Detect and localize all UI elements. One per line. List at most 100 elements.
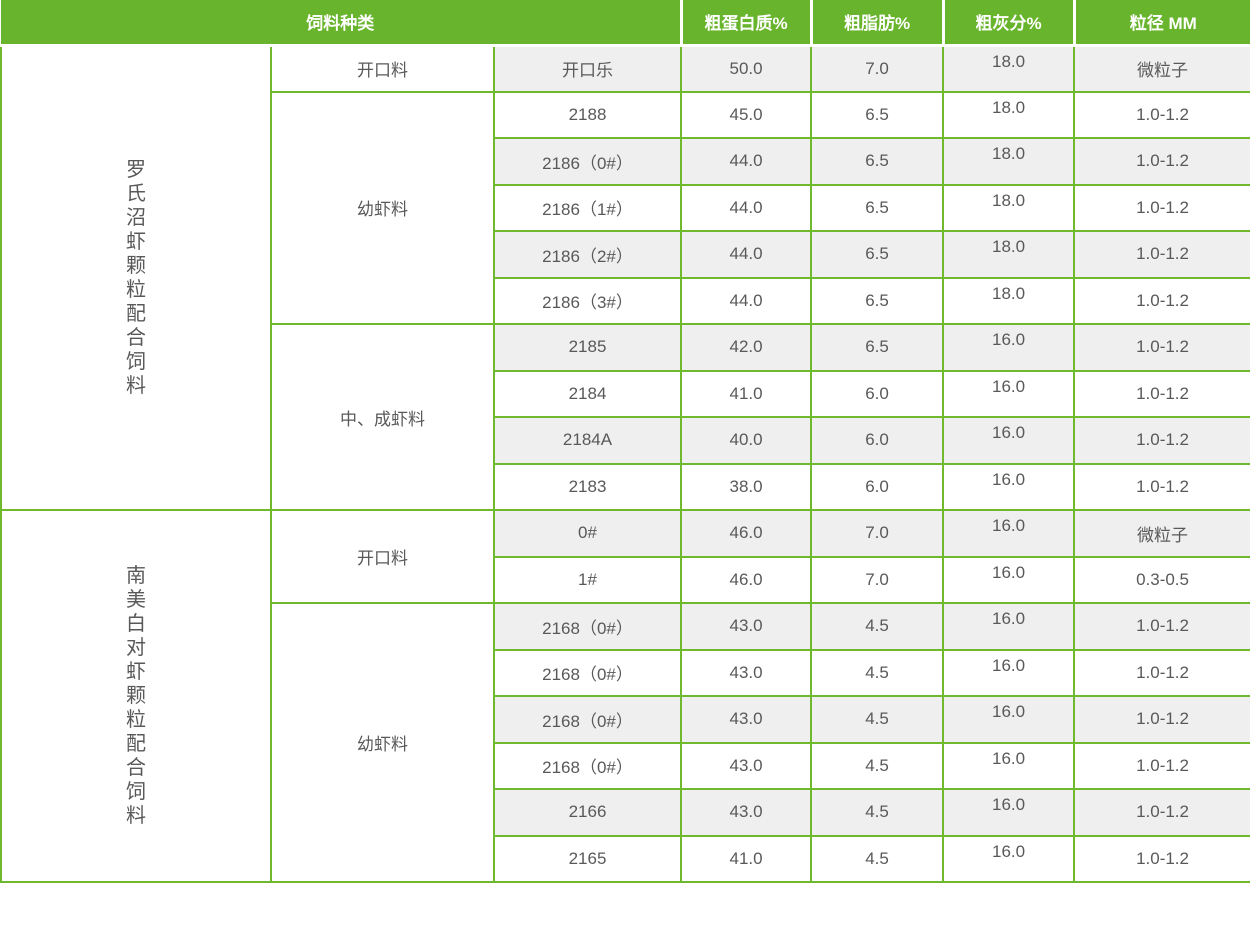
subgroup-label-cell: 开口料 (270, 44, 495, 93)
fat-cell: 6.0 (810, 369, 945, 418)
cell-value: 1.0-1.2 (1136, 662, 1189, 682)
subgroup-label-cell: 中、成虾料 (270, 323, 495, 511)
cell-value: 44.0 (729, 244, 763, 264)
cell-value: 2186（3#） (542, 293, 633, 313)
cell-value: 1.0-1.2 (1136, 383, 1189, 403)
particle-size-cell: 1.0-1.2 (1073, 741, 1250, 790)
cell-value: 6.5 (865, 244, 889, 264)
ash-cell: 16.0 (942, 602, 1076, 651)
cell-value: 40.0 (729, 430, 763, 450)
cell-value: 18.0 (991, 237, 1026, 257)
protein-cell: 43.0 (680, 788, 813, 837)
cell-value: 2186（1#） (542, 200, 633, 220)
fat-cell: 4.5 (810, 741, 945, 790)
cell-value: 0# (578, 523, 597, 543)
cell-value: 18.0 (991, 51, 1026, 71)
cell-value: 开口乐 (562, 61, 614, 80)
cell-value: 微粒子 (1137, 525, 1189, 545)
cell-value: 1.0-1.2 (1136, 802, 1189, 822)
product-cell: 2165 (492, 834, 683, 883)
table-row: 2186（1#） 44.0 6.5 18.0 1.0-1.2 (1, 183, 1250, 232)
protein-cell: 43.0 (680, 695, 813, 744)
cell-value: 1.0-1.2 (1136, 848, 1189, 868)
cell-value: 43.0 (729, 802, 763, 822)
particle-size-cell: 1.0-1.2 (1073, 90, 1250, 139)
ash-cell: 16.0 (942, 555, 1076, 604)
product-cell: 2186（2#） (492, 230, 683, 279)
fat-cell: 4.5 (810, 788, 945, 837)
product-cell: 2168（0#） (492, 695, 683, 744)
cell-value: 44.0 (729, 197, 763, 217)
table-row: 幼虾料 2188 45.0 6.5 18.0 1.0-1.2 (1, 90, 1250, 325)
cell-value: 2168（0#） (542, 711, 633, 731)
cell-value: 16.0 (991, 376, 1026, 396)
fat-cell: 7.0 (810, 509, 945, 558)
table-row: 2166 43.0 4.5 16.0 1.0-1.2 (1, 788, 1250, 837)
protein-cell: 43.0 (680, 648, 813, 697)
cell-value: 6.5 (865, 290, 889, 310)
subgroup-label-cell: 幼虾料 (270, 90, 495, 325)
cell-value: 6.5 (865, 104, 889, 124)
ash-cell: 16.0 (942, 834, 1076, 883)
ash-cell: 16.0 (942, 788, 1076, 837)
particle-size-cell: 1.0-1.2 (1073, 834, 1250, 883)
particle-size-cell: 1.0-1.2 (1073, 416, 1250, 465)
cell-value: 38.0 (729, 476, 763, 496)
cell-value: 16.0 (991, 841, 1026, 861)
cell-value: 0.3-0.5 (1136, 569, 1189, 589)
fat-cell: 6.5 (810, 183, 945, 232)
table-row: 2186（0#） 44.0 6.5 18.0 1.0-1.2 (1, 137, 1250, 186)
particle-size-cell: 1.0-1.2 (1073, 788, 1250, 837)
protein-cell: 50.0 (680, 44, 813, 93)
group-label-vertical: 南美白对虾颗粒配合饲料 (126, 565, 146, 827)
fat-cell: 6.0 (810, 416, 945, 465)
table-row: 1# 46.0 7.0 16.0 0.3-0.5 (1, 555, 1250, 604)
fat-cell: 4.5 (810, 602, 945, 651)
product-cell: 2184A (492, 416, 683, 465)
cell-value: 1.0-1.2 (1136, 430, 1189, 450)
product-cell: 2183 (492, 462, 683, 511)
cell-value: 43.0 (729, 616, 763, 636)
cell-value: 18.0 (991, 283, 1026, 303)
table-row: 南美白对虾颗粒配合饲料 开口料 0# 46.0 7.0 16.0 微粒子 (0, 509, 1250, 883)
product-cell: 2186（1#） (492, 183, 683, 232)
product-cell: 2186（3#） (492, 276, 683, 325)
cell-value: 44.0 (729, 290, 763, 310)
cell-value: 18.0 (991, 144, 1026, 164)
fat-cell: 7.0 (810, 555, 945, 604)
cell-value: 16.0 (991, 655, 1026, 675)
table-row: 幼虾料 2168（0#） 43.0 4.5 16.0 1.0-1.2 (1, 602, 1250, 883)
protein-cell: 42.0 (680, 323, 813, 372)
fat-cell: 4.5 (810, 648, 945, 697)
protein-cell: 43.0 (680, 741, 813, 790)
protein-cell: 44.0 (680, 137, 813, 186)
table-row: 2168（0#） 43.0 4.5 16.0 1.0-1.2 (1, 648, 1250, 697)
cell-value: 43.0 (729, 755, 763, 775)
fat-cell: 6.5 (810, 230, 945, 279)
fat-cell: 4.5 (810, 834, 945, 883)
protein-cell: 44.0 (680, 183, 813, 232)
ash-cell: 18.0 (942, 90, 1076, 139)
cell-value: 6.0 (865, 383, 889, 403)
cell-value: 2166 (568, 802, 607, 822)
protein-cell: 44.0 (680, 230, 813, 279)
product-cell: 2184 (492, 369, 683, 418)
cell-value: 46.0 (729, 569, 763, 589)
ash-cell: 16.0 (942, 509, 1076, 558)
cell-value: 4.5 (865, 662, 889, 682)
cell-value: 16.0 (991, 330, 1026, 350)
product-cell: 1# (492, 555, 683, 604)
cell-value: 2183 (568, 476, 607, 496)
cell-value: 1.0-1.2 (1136, 476, 1189, 496)
particle-size-cell: 0.3-0.5 (1073, 555, 1250, 604)
cell-value: 2168（0#） (542, 618, 633, 638)
cell-value: 44.0 (729, 151, 763, 171)
particle-size-cell: 1.0-1.2 (1073, 276, 1250, 325)
cell-value: 2186（0#） (542, 153, 633, 173)
feed-spec-table: 饲料种类 粗蛋白质% 粗脂肪% 粗灰分% 粒径 MM 罗氏沼虾颗粒配合饲料开口料… (0, 0, 1250, 883)
cell-value: 6.5 (865, 151, 889, 171)
product-cell: 2168（0#） (492, 741, 683, 790)
particle-size-cell: 1.0-1.2 (1073, 369, 1250, 418)
cell-value: 1.0-1.2 (1136, 755, 1189, 775)
table-row: 2186（3#） 44.0 6.5 18.0 1.0-1.2 (1, 276, 1250, 325)
